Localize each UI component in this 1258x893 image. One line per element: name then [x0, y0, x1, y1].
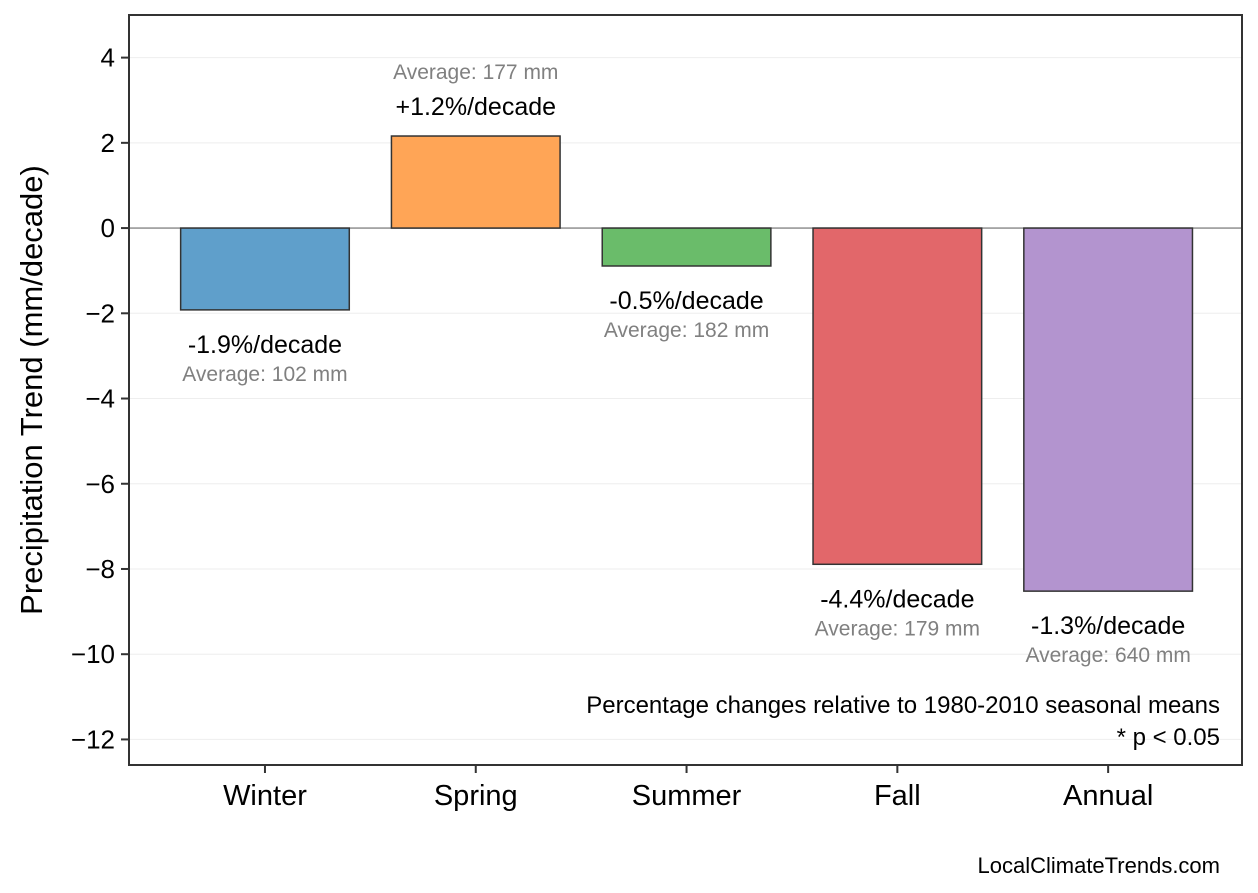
y-axis: 4 2 0 −2 −4 −6 −8 −10 −12	[71, 43, 129, 754]
x-tick-label: Spring	[434, 780, 518, 812]
y-tick-label: −6	[85, 469, 115, 499]
bars	[179, 135, 1194, 592]
plot-frame	[128, 14, 1243, 766]
avg-label: Average: 640 mm	[1025, 644, 1190, 667]
avg-label: Average: 177 mm	[393, 61, 558, 84]
annotation-line-2: * p < 0.05	[1117, 724, 1220, 751]
y-tick-label: 0	[101, 213, 115, 243]
y-tick-label: 4	[101, 43, 115, 73]
x-axis: Winter Spring Summer Fall Annual	[223, 765, 1153, 812]
y-axis-label: Precipitation Trend (mm/decade)	[14, 165, 49, 615]
pct-label: +1.2%/decade	[395, 93, 556, 121]
avg-label: Average: 102 mm	[182, 363, 347, 386]
x-tick-label: Winter	[223, 780, 307, 812]
pct-label: -4.4%/decade	[820, 585, 974, 613]
y-tick-label: 2	[101, 128, 115, 158]
avg-label: Average: 182 mm	[604, 319, 769, 342]
y-tick-label: −4	[85, 384, 115, 414]
bar-labels: -1.9%/decade Average: 102 mm +1.2%/decade A…	[182, 61, 1191, 667]
bar-winter	[179, 227, 351, 311]
y-tick-label: −12	[71, 724, 115, 754]
y-tick-label: −2	[85, 298, 115, 328]
credit-text: LocalClimateTrends.com	[978, 853, 1221, 878]
x-tick-label: Annual	[1063, 780, 1153, 812]
avg-label: Average: 179 mm	[815, 617, 980, 640]
x-tick-label: Summer	[632, 780, 742, 812]
y-tick-label: −10	[71, 639, 115, 669]
x-tick-label: Fall	[874, 780, 921, 812]
y-tick-label: −8	[85, 554, 115, 584]
bar-fall	[812, 227, 983, 566]
bar-summer	[601, 227, 772, 267]
bar-spring	[390, 135, 561, 229]
pct-label: -1.3%/decade	[1031, 612, 1185, 640]
annotation-line-1: Percentage changes relative to 1980-2010…	[586, 692, 1220, 719]
pct-label: -0.5%/decade	[609, 287, 763, 315]
pct-label: -1.9%/decade	[188, 331, 342, 359]
bar-annual	[1023, 227, 1194, 592]
